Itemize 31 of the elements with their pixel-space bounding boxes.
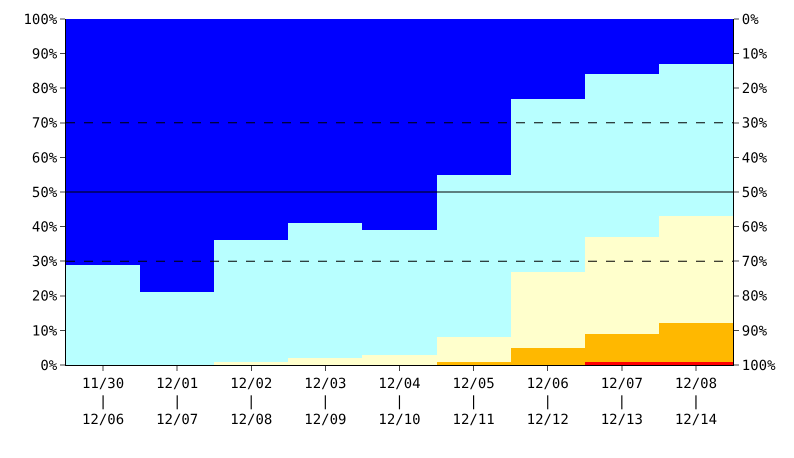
x-tick-label: 12/05 | 12/11	[452, 376, 495, 428]
y-tick-label: 0%	[40, 358, 58, 374]
y2-tick-label: 0%	[742, 12, 760, 28]
y2-tick-label: 10%	[742, 46, 768, 62]
y-tick-label: 40%	[32, 220, 58, 236]
y-tick-label: 30%	[32, 254, 58, 270]
x-tick-label: 11/30 | 12/06	[82, 376, 124, 428]
x-tick-label: 12/04 | 12/10	[378, 376, 421, 428]
y2-tick-label: 80%	[742, 288, 768, 305]
x-tick-label: 12/06 | 12/12	[526, 376, 569, 428]
y-tick-label: 10%	[32, 323, 58, 340]
y2-tick-label: 100%	[742, 358, 776, 374]
y2-tick-label: 70%	[742, 254, 768, 270]
y2-tick-label: 20%	[742, 81, 768, 98]
y-tick-label: 90%	[32, 46, 58, 62]
y-tick-label: 20%	[32, 288, 58, 305]
x-tick-label: 12/07 | 12/13	[600, 376, 643, 428]
x-tick-label: 12/03 | 12/09	[304, 376, 346, 428]
y2-tick-label: 60%	[742, 220, 768, 236]
y-tick-label: 50%	[32, 184, 58, 201]
y2-tick-label: 40%	[742, 150, 768, 166]
y-tick-label: 70%	[32, 116, 58, 132]
y-tick-label: 80%	[32, 81, 58, 98]
y-tick-label: 100%	[23, 12, 58, 28]
x-tick-label: 12/02 | 12/08	[230, 376, 272, 428]
x-tick-label: 12/08 | 12/14	[674, 376, 718, 428]
y2-tick-label: 90%	[742, 323, 768, 340]
y-tick-label: 60%	[32, 150, 58, 166]
y2-tick-label: 30%	[742, 116, 768, 132]
x-tick-label: 12/01 | 12/07	[156, 376, 198, 428]
y2-tick-label: 50%	[742, 184, 768, 201]
